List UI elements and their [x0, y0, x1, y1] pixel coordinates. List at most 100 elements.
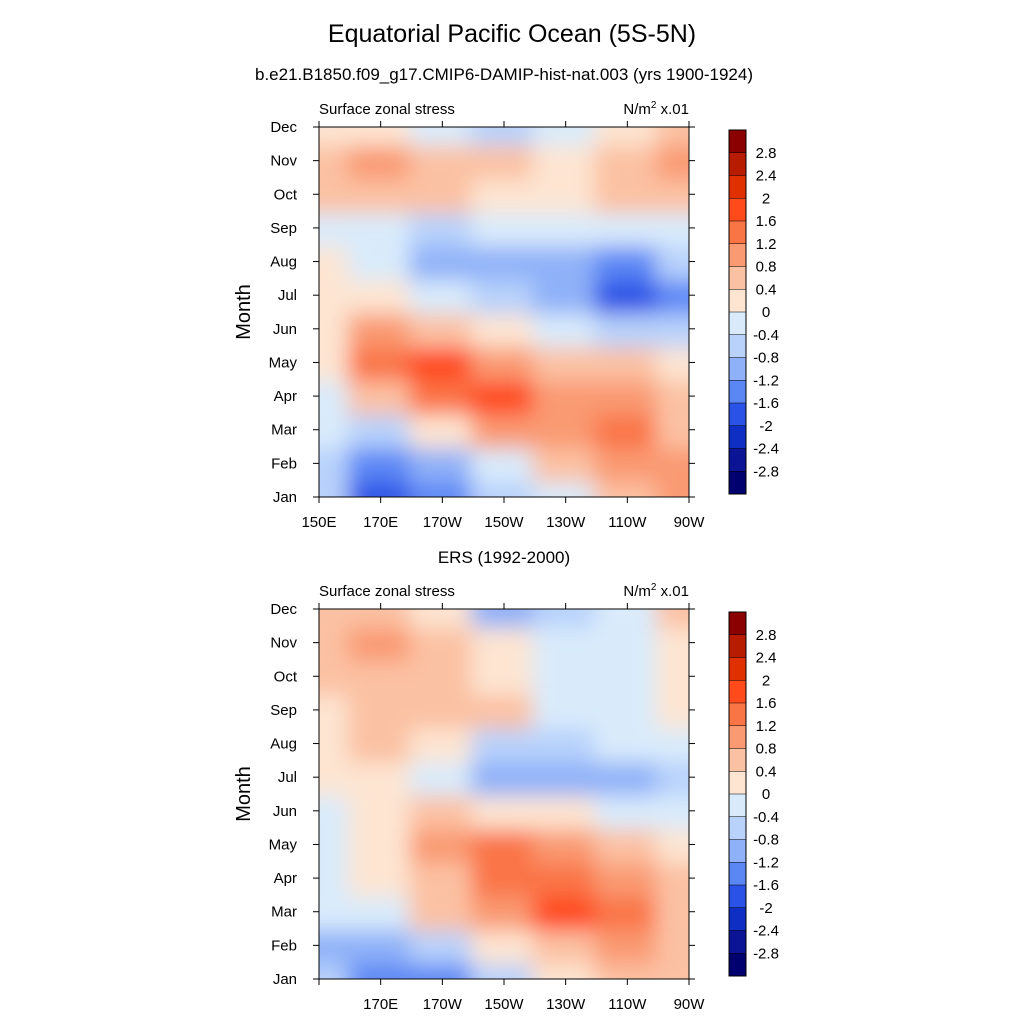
field-cell — [409, 242, 476, 281]
field-cell — [347, 478, 414, 497]
colorbar-label: 0.8 — [756, 259, 777, 276]
field-cell — [471, 410, 537, 449]
colorbar-swatch — [729, 312, 746, 336]
colorbar-label: -2.4 — [753, 923, 779, 940]
field-cell — [594, 657, 661, 696]
field-cell — [409, 657, 476, 696]
field-cell — [532, 242, 599, 281]
x-tick-label: 170W — [423, 514, 463, 531]
field-cell — [347, 175, 414, 214]
field-cell — [409, 209, 476, 247]
field-cell — [656, 310, 689, 348]
field-cell — [409, 960, 476, 979]
field-cell — [656, 657, 689, 696]
field-cell — [409, 141, 476, 180]
colorbar-label: 0.4 — [756, 281, 777, 298]
y-tick-label: Apr — [274, 870, 297, 887]
colorbar-swatch — [729, 794, 746, 818]
x-tick-label: 170E — [363, 996, 398, 1013]
y-tick-label: Feb — [271, 937, 297, 954]
field-cell — [409, 343, 476, 382]
colorbar-label: -2 — [759, 900, 772, 917]
field-cell — [471, 892, 537, 931]
field-cell — [409, 758, 476, 796]
field-cell — [347, 657, 414, 696]
contour-field — [319, 127, 689, 497]
colorbar-swatch — [729, 839, 746, 863]
field-cell — [319, 141, 352, 180]
colorbar-swatch — [729, 380, 746, 404]
field-cell — [532, 926, 599, 965]
field-cell — [532, 127, 599, 146]
field-cell — [656, 758, 689, 796]
field-cell — [532, 724, 599, 763]
colorbar-label: 2.8 — [756, 627, 777, 644]
field-cell — [409, 127, 476, 146]
field-cell — [532, 758, 599, 796]
field-cell — [347, 926, 414, 965]
field-cell — [319, 960, 352, 979]
colorbar-swatch — [729, 612, 746, 636]
field-cell — [594, 926, 661, 965]
field-cell — [471, 141, 537, 180]
colorbar-swatch — [729, 930, 746, 954]
field-cell — [656, 478, 689, 497]
field-cell — [319, 410, 352, 449]
variable-label: Surface zonal stress — [319, 101, 455, 118]
colorbar-label: -2.4 — [753, 441, 779, 458]
field-cell — [471, 825, 537, 864]
y-tick-label: Dec — [270, 601, 297, 618]
field-cell — [319, 127, 352, 146]
colorbar-swatch — [729, 657, 746, 681]
y-axis-title: Month — [233, 766, 255, 822]
colorbar-label: 0.4 — [756, 763, 777, 780]
colorbar-swatch — [729, 243, 746, 267]
field-cell — [594, 792, 661, 830]
field-cell — [347, 377, 414, 415]
field-cell — [471, 859, 537, 897]
colorbar-label: 0 — [762, 304, 770, 321]
colorbar-swatch — [729, 152, 746, 176]
field-cell — [347, 825, 414, 864]
field-cell — [532, 175, 599, 214]
colorbar-swatch — [729, 748, 746, 772]
colorbar-label: -1.6 — [753, 395, 779, 412]
y-tick-label: Nov — [270, 153, 297, 170]
y-tick-label: Dec — [270, 119, 297, 136]
field-cell — [656, 792, 689, 830]
colorbar-swatch — [729, 175, 746, 199]
colorbar-swatch — [729, 862, 746, 886]
field-cell — [347, 410, 414, 449]
field-cell — [656, 926, 689, 965]
colorbar-swatch — [729, 266, 746, 290]
colorbar-swatch — [729, 198, 746, 222]
field-cell — [319, 478, 352, 497]
field-cell — [532, 825, 599, 864]
field-cell — [347, 859, 414, 897]
field-cell — [594, 242, 661, 281]
field-cell — [409, 892, 476, 931]
field-cell — [347, 892, 414, 931]
colorbar-swatch — [729, 357, 746, 381]
field-cell — [319, 926, 352, 965]
field-cell — [594, 892, 661, 931]
field-cell — [594, 127, 661, 146]
field-cell — [471, 691, 537, 729]
x-tick-label: 150E — [301, 514, 336, 531]
field-cell — [594, 478, 661, 497]
field-cell — [471, 242, 537, 281]
field-cell — [594, 623, 661, 662]
contour-field — [319, 609, 689, 979]
field-cell — [347, 310, 414, 348]
colorbar-swatch — [729, 334, 746, 358]
y-axis-title: Month — [233, 284, 255, 340]
field-cell — [471, 623, 537, 662]
field-cell — [409, 926, 476, 965]
colorbar-swatch — [729, 703, 746, 727]
field-cell — [319, 209, 352, 247]
variable-label: Surface zonal stress — [319, 583, 455, 600]
field-cell — [656, 691, 689, 729]
field-cell — [409, 276, 476, 314]
field-cell — [594, 410, 661, 449]
field-cell — [656, 141, 689, 180]
